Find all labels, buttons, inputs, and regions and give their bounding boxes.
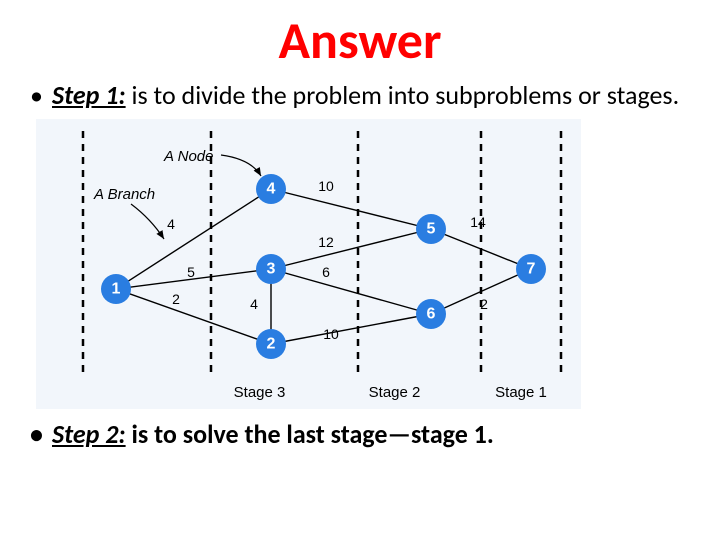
page-title: Answer (0, 8, 720, 72)
edge-weight: 12 (318, 234, 334, 250)
edge-weight: 5 (187, 264, 195, 280)
graph-node-label: 3 (267, 260, 276, 277)
annotation-node: A Node (163, 148, 213, 165)
bullet-step1: Step 1: is to divide the problem into su… (52, 80, 696, 111)
edge-weight: 4 (250, 296, 258, 312)
graph-node-label: 6 (427, 305, 436, 322)
graph-node-label: 4 (267, 180, 276, 197)
stage-label: Stage 3 (234, 384, 286, 401)
edge-weight: 10 (323, 326, 339, 342)
graph-edge (271, 314, 431, 344)
graph-edge (116, 289, 271, 344)
edge-weight: 6 (322, 264, 330, 280)
step1-label: Step 1: (52, 79, 126, 111)
graph-node-label: 5 (427, 220, 436, 237)
step2-text: is to solve the last stage—stage 1. (126, 418, 494, 450)
arrow-icon (221, 155, 261, 176)
stage-label: Stage 1 (495, 384, 547, 401)
edge-weight: 2 (172, 291, 180, 307)
graph-edge (271, 269, 431, 314)
graph-edge (271, 189, 431, 229)
bullet-list-2: Step 2: is to solve the last stage—stage… (0, 419, 720, 450)
edge-weight: 10 (318, 178, 334, 194)
edge-weight: 14 (470, 214, 486, 230)
edge-weight: 4 (167, 216, 175, 232)
edge-weight: 2 (480, 296, 488, 312)
graph-edge (271, 229, 431, 269)
graph-node-label: 7 (527, 260, 536, 277)
step2-label: Step 2: (52, 418, 126, 450)
step1-text: is to divide the problem into subproblem… (126, 79, 680, 111)
graph-node-label: 2 (267, 335, 276, 352)
arrow-icon (131, 204, 164, 239)
stage-network-diagram: A Node A Branch 45210126410142 1234567 S… (36, 119, 581, 409)
annotation-branch: A Branch (93, 186, 155, 203)
bullet-step2: Step 2: is to solve the last stage—stage… (52, 419, 696, 450)
graph-node-label: 1 (112, 280, 121, 297)
bullet-list: Step 1: is to divide the problem into su… (0, 80, 720, 111)
stage-label: Stage 2 (369, 384, 421, 401)
